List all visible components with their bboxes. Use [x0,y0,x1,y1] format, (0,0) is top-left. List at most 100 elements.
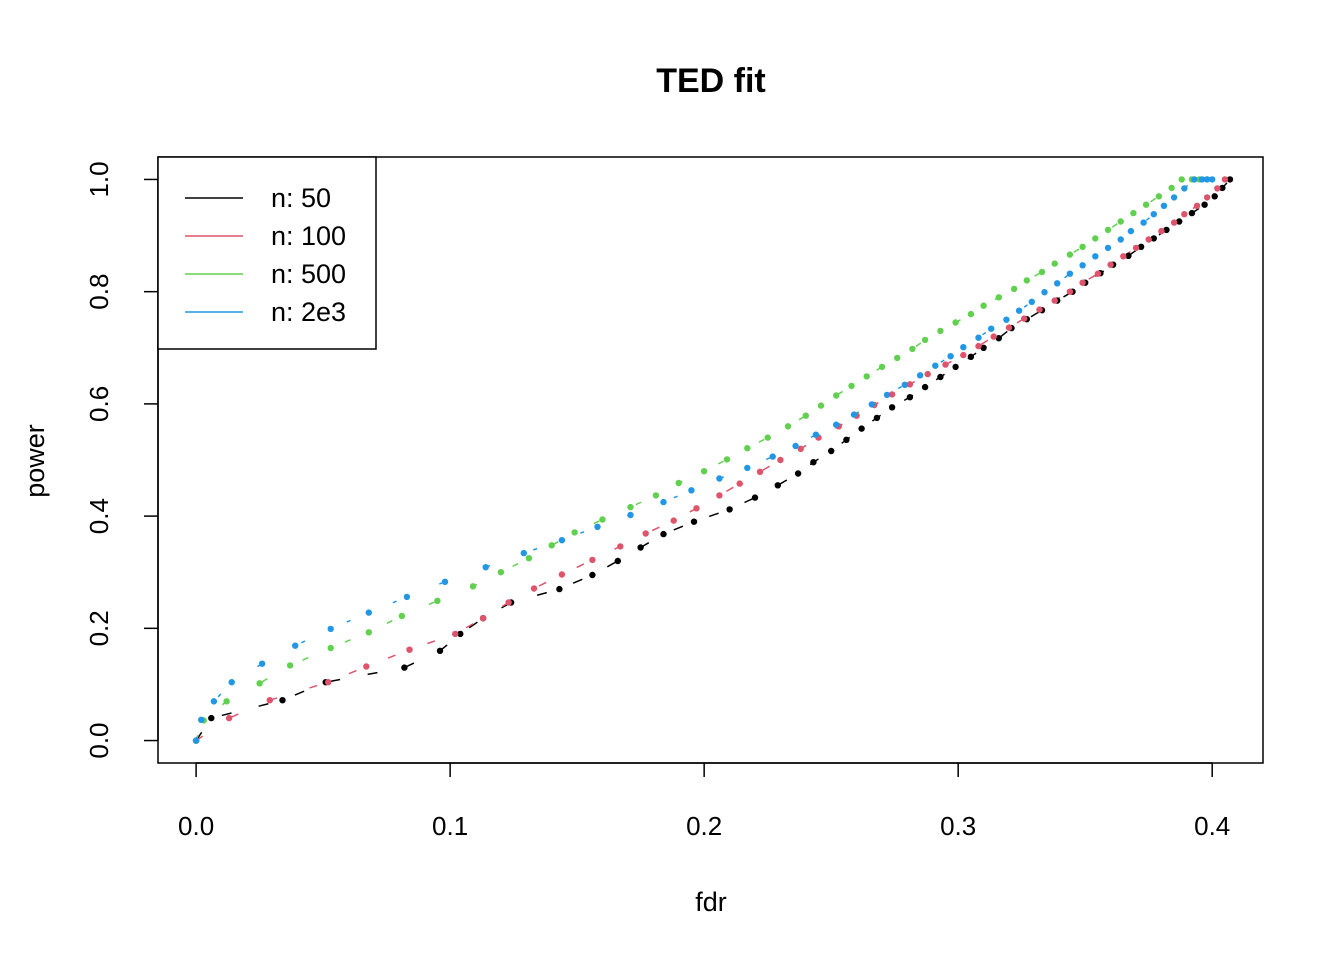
series-point [894,354,901,362]
series-point [1203,194,1211,201]
series-point [1120,253,1127,260]
series-point [850,411,858,418]
series-point [812,431,820,438]
series-point [1079,262,1086,269]
series-point [909,345,916,353]
series-point [482,564,489,571]
series-point [198,716,205,723]
series-point [716,492,723,499]
series-point [589,556,596,564]
series-point [228,679,235,686]
series-point [1054,280,1061,287]
series-point [1150,235,1158,242]
series-point [558,571,566,578]
series-point [1158,227,1165,235]
series-point [436,647,444,654]
x-tick-label: 0.0 [178,811,214,841]
series-point [208,714,215,722]
series-point [888,391,896,398]
series-point [1066,270,1074,277]
series-point [744,464,751,472]
series-point [1107,261,1114,268]
series-point [858,425,865,432]
series-point [736,480,743,487]
series-point [960,344,967,351]
series-point [642,530,649,537]
series-point [833,392,840,399]
series-point [1005,324,1013,331]
series-point [675,479,682,487]
series-point [952,319,959,326]
series-point [988,325,995,332]
series-point [810,459,817,466]
series-point [256,680,263,687]
series-point [548,542,555,549]
series-point [937,327,944,335]
series-point [1127,227,1135,235]
series-point [817,402,825,409]
series-point [365,629,372,636]
series-point [599,516,606,523]
series-point [637,544,644,551]
series-point [1104,244,1112,252]
legend-label: n: 500 [271,259,346,289]
series-point [774,482,781,489]
series-point [980,344,987,351]
series-point [878,363,886,371]
series-point [975,342,982,350]
y-tick-label: 0.2 [84,610,114,646]
series-point [1092,235,1099,242]
series-point [1219,184,1226,192]
series-point [937,373,944,381]
series-point [652,492,660,499]
y-axis-label: power [20,424,50,498]
series-point [1079,279,1086,286]
series-point [1170,219,1178,226]
series-point [843,436,850,443]
y-axis: 0.0 0.2 0.4 0.6 0.8 1.0 [84,161,159,759]
series-point [700,468,708,475]
series-point [279,697,286,704]
series-point [1036,306,1043,313]
series-point [690,518,698,525]
series-point [479,615,487,622]
series-point [932,362,939,369]
series-point [441,578,449,585]
series-point [365,609,372,616]
series-point [614,557,621,565]
series-point [1163,226,1170,234]
series-point [906,381,914,388]
series-point [751,494,759,501]
y-tick-label: 0.0 [84,722,114,758]
series-point [995,294,1002,301]
series-point [627,503,634,511]
series-point [888,404,896,411]
x-tick-label: 0.4 [1194,811,1230,841]
series-point [1209,176,1216,183]
series-point [716,475,723,482]
series-point [627,511,634,519]
series-point [452,630,459,638]
series-point [802,412,809,419]
x-tick-label: 0.2 [686,811,722,841]
series-point [1094,270,1102,277]
series-point [1003,316,1010,323]
series-point [1145,236,1152,243]
series-point [1117,218,1124,225]
x-tick-label: 0.3 [940,811,976,841]
series-point [980,302,987,309]
series-point [744,445,751,452]
legend-label: n: 2e3 [271,297,346,327]
series-point [1214,185,1221,192]
series-point [327,644,334,652]
series-point [594,523,601,530]
series-point [723,456,731,463]
series-point [769,453,776,460]
series-point [1028,298,1036,305]
series-point [223,698,230,705]
y-tick-label: 1.0 [84,161,114,197]
series-point [1168,184,1175,192]
series-point [1051,260,1058,267]
series-point [1203,176,1211,183]
series-point [848,382,855,390]
